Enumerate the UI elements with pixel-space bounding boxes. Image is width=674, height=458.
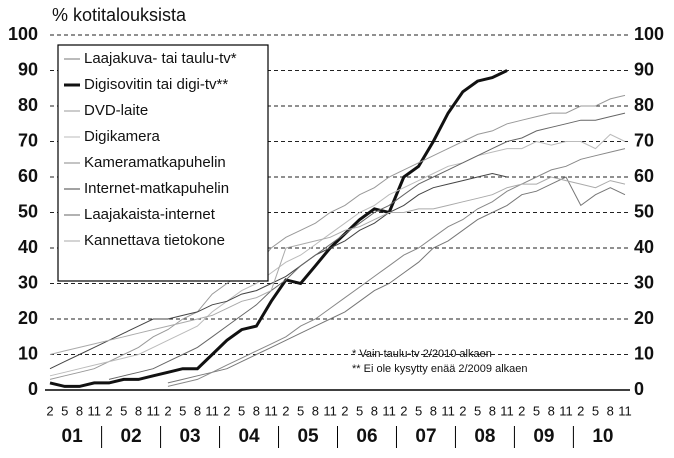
y2-tick-label: 50	[634, 201, 654, 221]
series-line	[49, 176, 626, 355]
x-tick-label: 5	[120, 403, 127, 418]
series-line	[49, 172, 508, 370]
x-tick-label: 2	[459, 403, 466, 418]
note: ** Ei ole kysytty enää 2/2009 alkaen	[352, 363, 528, 375]
x-tick-label: 11	[382, 403, 396, 418]
x-tick-label: 8	[135, 403, 142, 418]
y2-tick-label: 40	[634, 237, 654, 257]
y2-tick-label: 10	[634, 343, 654, 363]
x-tick-label: 5	[415, 403, 422, 418]
year-label: 02	[121, 426, 142, 447]
y-tick-label: 80	[18, 95, 38, 115]
y-tick-label: 10	[18, 343, 38, 363]
x-tick-label: 2	[223, 403, 230, 418]
x-tick-label: 2	[46, 403, 53, 418]
series-line	[49, 69, 508, 388]
x-tick-label: 11	[618, 403, 632, 418]
x-tick-label: 5	[474, 403, 481, 418]
x-tick-label: 2	[282, 403, 289, 418]
y-tick-label: 70	[18, 130, 38, 150]
x-tick-label: 11	[264, 403, 278, 418]
year-label: 09	[533, 426, 554, 447]
x-tick-label: 8	[76, 403, 83, 418]
y-tick-label: 100	[8, 24, 38, 44]
x-tick-label: 11	[559, 403, 573, 418]
x-tick-label: 2	[577, 403, 584, 418]
x-tick-label: 5	[592, 403, 599, 418]
y2-tick-label: 30	[634, 272, 654, 292]
x-tick-label: 8	[607, 403, 614, 418]
x-tick-label: 5	[297, 403, 304, 418]
legend-label: Kameramatkapuhelin	[84, 154, 226, 171]
y2-tick-label: 80	[634, 95, 654, 115]
year-label: 01	[62, 426, 84, 447]
y2-tick-label: 0	[634, 379, 644, 399]
x-tick-label: 11	[441, 403, 455, 418]
x-tick-label: 8	[430, 403, 437, 418]
x-tick-label: 11	[323, 403, 337, 418]
year-label: 07	[415, 426, 436, 447]
series-line	[108, 112, 626, 380]
y2-tick-label: 60	[634, 166, 654, 186]
x-tick-label: 2	[518, 403, 525, 418]
x-tick-label: 2	[341, 403, 348, 418]
legend-label: Laajakaista-internet	[84, 206, 216, 223]
x-tick-label: 5	[238, 403, 245, 418]
series-line	[49, 94, 626, 380]
year-label: 06	[356, 426, 377, 447]
y2-tick-label: 20	[634, 308, 654, 328]
x-tick-label: 5	[356, 403, 363, 418]
x-tick-label: 2	[105, 403, 112, 418]
legend-label: Kannettava tietokone	[84, 232, 225, 249]
y-tick-label: 60	[18, 166, 38, 186]
y-tick-label: 40	[18, 237, 38, 257]
legend-label: DVD-laite	[84, 102, 148, 119]
y-tick-label: 90	[18, 59, 38, 79]
x-tick-label: 8	[194, 403, 201, 418]
x-tick-label: 5	[179, 403, 186, 418]
x-tick-label: 8	[548, 403, 555, 418]
x-tick-label: 2	[164, 403, 171, 418]
legend-label: Internet-matkapuhelin	[84, 180, 229, 197]
x-tick-label: 5	[533, 403, 540, 418]
y-tick-label: 20	[18, 308, 38, 328]
legend-label: Digisovitin tai digi-tv**	[84, 76, 228, 93]
year-label: 10	[592, 426, 613, 447]
series-line	[167, 148, 626, 387]
x-tick-label: 5	[61, 403, 68, 418]
x-tick-label: 8	[253, 403, 260, 418]
series-line	[167, 176, 626, 384]
series-line	[49, 133, 626, 377]
legend-label: Laajakuva- tai taulu-tv*	[84, 50, 237, 67]
y-tick-label: 0	[28, 379, 38, 399]
x-tick-label: 11	[500, 403, 514, 418]
x-tick-label: 8	[312, 403, 319, 418]
x-tick-label: 8	[371, 403, 378, 418]
year-label: 08	[474, 426, 495, 447]
y-axis-title: % kotitalouksista	[52, 5, 187, 25]
year-label: 03	[179, 426, 200, 447]
y2-tick-label: 100	[634, 24, 664, 44]
x-tick-label: 11	[205, 403, 219, 418]
year-label: 05	[297, 426, 319, 447]
x-tick-label: 11	[146, 403, 160, 418]
x-tick-label: 11	[87, 403, 101, 418]
legend-box	[57, 44, 269, 282]
x-tick-label: 8	[489, 403, 496, 418]
y-tick-label: 30	[18, 272, 38, 292]
y2-tick-label: 90	[634, 59, 654, 79]
year-label: 04	[238, 426, 260, 447]
note: * Vain taulu-tv 2/2010 alkaen	[352, 348, 492, 360]
x-tick-label: 2	[400, 403, 407, 418]
y2-tick-label: 70	[634, 130, 654, 150]
y-tick-label: 50	[18, 201, 38, 221]
legend-label: Digikamera	[84, 128, 161, 145]
